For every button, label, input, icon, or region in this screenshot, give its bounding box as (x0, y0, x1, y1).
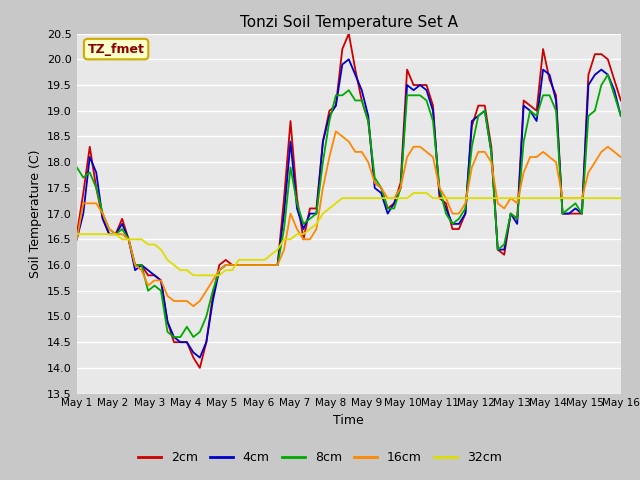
Text: TZ_fmet: TZ_fmet (88, 43, 145, 56)
Y-axis label: Soil Temperature (C): Soil Temperature (C) (29, 149, 42, 278)
Title: Tonzi Soil Temperature Set A: Tonzi Soil Temperature Set A (240, 15, 458, 30)
X-axis label: Time: Time (333, 414, 364, 427)
Legend: 2cm, 4cm, 8cm, 16cm, 32cm: 2cm, 4cm, 8cm, 16cm, 32cm (133, 446, 507, 469)
